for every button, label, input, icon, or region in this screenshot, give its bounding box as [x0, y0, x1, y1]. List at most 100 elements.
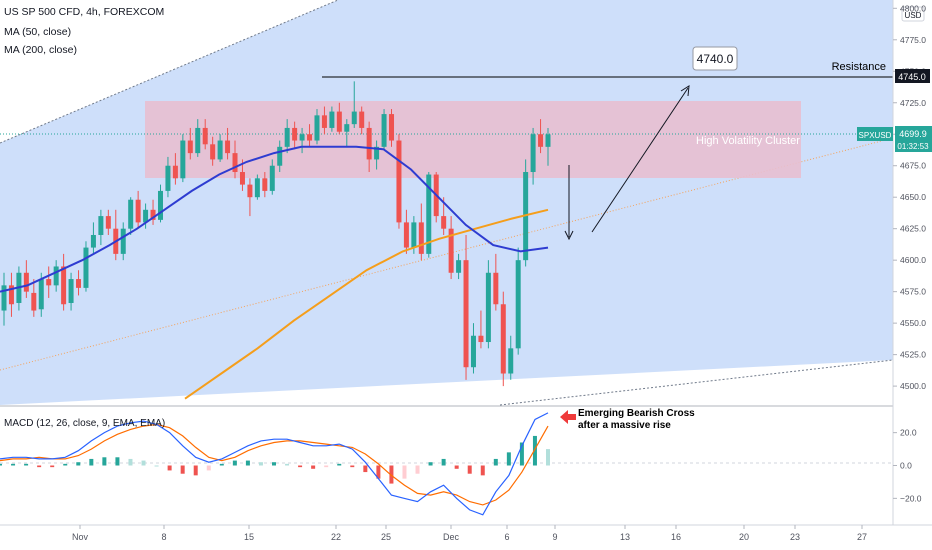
- ma50-legend[interactable]: MA (50, close): [4, 26, 72, 38]
- resistance-label: Resistance: [832, 61, 886, 73]
- candle-body: [448, 228, 454, 273]
- macd-histogram-bar: [441, 458, 446, 466]
- candle-body: [299, 134, 305, 141]
- high-volatility-cluster-box: [145, 101, 801, 178]
- macd-pane[interactable]: Emerging Bearish Cross after a massive r…: [0, 408, 893, 516]
- macd-histogram-bar: [89, 458, 94, 466]
- price-axis[interactable]: USD 4800.04775.04750.04725.04700.04675.0…: [857, 0, 932, 525]
- time-tick-label: Nov: [72, 532, 89, 542]
- macd-histogram-bar: [311, 465, 316, 469]
- ma50-line: [0, 145, 549, 293]
- candle-body: [23, 272, 29, 292]
- price-tick-label: 4525.0: [900, 350, 926, 360]
- candle-body: [545, 134, 551, 147]
- macd-histogram-bar: [363, 465, 368, 473]
- candle-body: [172, 165, 178, 179]
- ma200-line: [184, 208, 549, 400]
- candle-body: [165, 165, 171, 191]
- candle-body: [478, 335, 484, 343]
- candle-body: [105, 216, 111, 229]
- candle-body: [329, 111, 335, 128]
- candle-body: [53, 266, 59, 286]
- macd-histogram-bar: [272, 462, 276, 466]
- macd-histogram-bar: [350, 465, 355, 468]
- candle-body: [143, 209, 149, 223]
- candle-body: [411, 222, 417, 248]
- candle-body: [76, 279, 82, 288]
- candle-body: [530, 134, 536, 173]
- time-tick-label: 20: [739, 532, 749, 542]
- price-tick-label: 4600.0: [900, 255, 926, 265]
- candle-body: [403, 222, 409, 248]
- macd-signal-line: [0, 423, 549, 506]
- ma200-legend[interactable]: MA (200, close): [4, 44, 77, 56]
- macd-histogram-bar: [24, 463, 29, 466]
- macd-histogram-bar: [506, 452, 511, 466]
- candle-body: [277, 146, 283, 166]
- time-tick-label: 23: [790, 532, 800, 542]
- time-tick-label: Dec: [443, 532, 460, 542]
- macd-histogram-bar: [0, 463, 2, 466]
- candle-body: [441, 216, 447, 229]
- candle-body: [210, 144, 216, 160]
- macd-histogram-bar: [285, 463, 290, 466]
- candle-body: [120, 228, 126, 254]
- macd-histogram: [0, 435, 550, 484]
- macd-histogram-bar: [337, 463, 342, 466]
- resistance-price-tag-text: 4745.0: [898, 72, 926, 82]
- ticker-tag: [857, 127, 893, 141]
- macd-histogram-bar: [76, 462, 81, 466]
- macd-histogram-bar: [376, 465, 381, 479]
- price-tick-label: 4575.0: [900, 287, 926, 297]
- candle-body: [68, 279, 74, 303]
- candle-body: [98, 216, 104, 235]
- candle-body: [284, 127, 290, 147]
- candle-body: [389, 114, 395, 141]
- candle-body: [336, 111, 342, 132]
- macd-histogram-bar: [180, 465, 185, 474]
- macd-histogram-bar: [389, 465, 394, 484]
- time-axis-labels: Nov 8 15 22 25 Dec 6 9 13 16 20 23 27: [72, 525, 867, 542]
- macd-histogram-bar: [519, 442, 524, 466]
- macd-legend[interactable]: MACD (12, 26, close, 9, EMA, EMA): [4, 418, 166, 429]
- time-tick-label: 27: [857, 532, 867, 542]
- candle-body: [359, 111, 365, 128]
- candle-body: [247, 184, 253, 198]
- candle-body: [202, 127, 208, 145]
- macd-histogram-bar: [232, 460, 237, 466]
- candle-body: [426, 174, 432, 254]
- time-tick-label: 22: [331, 532, 341, 542]
- candle-body: [508, 348, 514, 374]
- target-callout-value: 4740.0: [697, 52, 734, 66]
- symbol-legend[interactable]: US SP 500 CFD, 4h, FOREXCOM: [4, 6, 165, 18]
- currency-unit-box[interactable]: [901, 6, 925, 22]
- macd-histogram-bar: [454, 465, 459, 469]
- macd-histogram-bar: [128, 458, 133, 466]
- macd-histogram-bar: [63, 463, 68, 466]
- candle-body: [515, 260, 521, 349]
- time-tick-label: 25: [381, 532, 391, 542]
- time-axis[interactable]: Nov 8 15 22 25 Dec 6 9 13 16 20 23 27: [0, 524, 932, 542]
- candle-body: [538, 134, 544, 147]
- macd-histogram-bar: [206, 465, 211, 471]
- macd-histogram-bar: [141, 460, 146, 466]
- macd-histogram-bar: [50, 465, 55, 468]
- candle-body: [418, 222, 424, 254]
- macd-histogram-bar: [154, 465, 159, 467]
- time-tick-label: 6: [504, 532, 509, 542]
- candle-body: [485, 272, 491, 343]
- channel-lower-line: [499, 359, 894, 406]
- candle-body: [31, 292, 37, 311]
- candle-body: [90, 234, 96, 248]
- price-tick-label: 4650.0: [900, 192, 926, 202]
- candle-body: [187, 140, 193, 154]
- macd-note-line1: Emerging Bearish Cross: [578, 408, 695, 419]
- target-callout-box[interactable]: [692, 46, 738, 71]
- macd-note-line2: after a massive rise: [578, 420, 671, 431]
- candle-body: [8, 285, 14, 305]
- candle-body: [351, 111, 357, 125]
- price-pane[interactable]: High Volatility Cluster Resistance 4740.…: [0, 0, 894, 406]
- candle-body: [381, 114, 387, 147]
- price-tick-label: 4675.0: [900, 161, 926, 171]
